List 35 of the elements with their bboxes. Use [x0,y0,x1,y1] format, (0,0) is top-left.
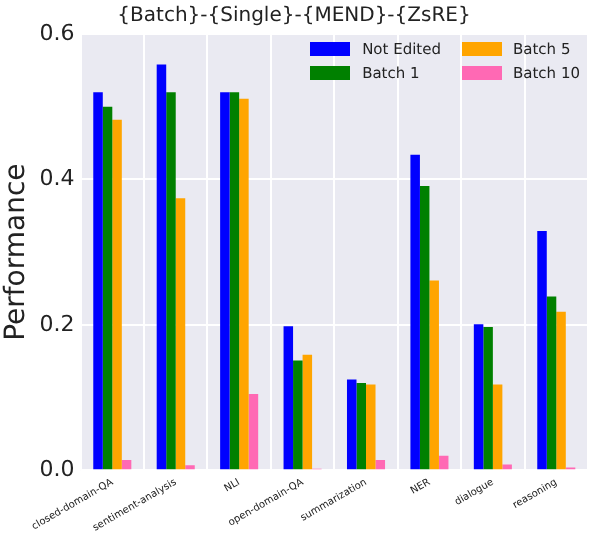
bar [502,464,512,470]
y-tick-label: 0.0 [39,456,75,482]
bar [473,324,484,470]
y-tick-label: 0.4 [39,165,75,192]
bar [356,383,367,470]
bar [293,360,303,470]
y-tick-label: 0.2 [39,310,75,337]
bar [410,154,420,470]
bar [483,327,493,470]
bar [556,311,566,470]
bar [229,92,240,470]
bar [375,460,386,470]
bar [438,455,449,470]
bar [537,231,547,470]
bar [93,92,103,470]
bar [102,106,113,470]
bar [366,384,376,470]
bar [166,92,176,470]
bar [156,64,167,470]
bar [419,185,430,470]
bar [239,98,249,470]
bar [248,393,259,470]
bar [346,379,357,470]
bar [220,92,230,470]
bar [302,354,313,470]
bar [175,198,186,470]
y-tick-label: 0.6 [39,19,75,46]
bar [429,280,439,470]
bar [112,119,122,470]
bar [492,384,503,470]
bar [546,296,557,470]
chart-title: {Batch}-{Single}-{MEND}-{ZsRE} [117,5,471,28]
y-axis-title: Performance [0,163,33,341]
bar [283,326,294,470]
bar [121,460,132,470]
